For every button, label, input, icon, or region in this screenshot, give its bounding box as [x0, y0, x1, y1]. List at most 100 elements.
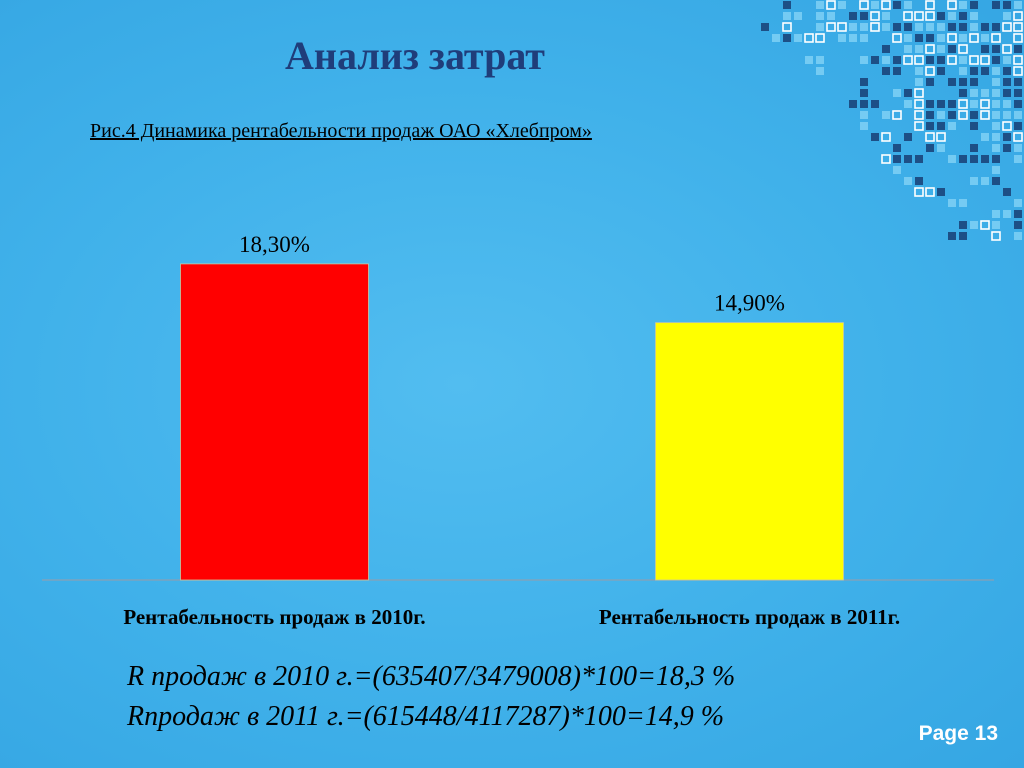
mosaic-tile: [925, 44, 935, 54]
mosaic-tile: [925, 11, 935, 21]
mosaic-tile: [970, 78, 978, 86]
mosaic-tile: [871, 56, 879, 64]
mosaic-tile: [992, 67, 1000, 75]
mosaic-tile: [914, 121, 924, 131]
mosaic-tile: [937, 188, 945, 196]
mosaic-tile: [937, 12, 945, 20]
mosaic-tile: [948, 111, 956, 119]
mosaic-tile: [937, 67, 945, 75]
mosaic-tile: [860, 122, 868, 130]
mosaic-tile: [1014, 89, 1022, 97]
mosaic-tile: [871, 1, 879, 9]
mosaic-tile: [915, 177, 923, 185]
mosaic-tile: [837, 22, 847, 32]
mosaic-tile: [915, 155, 923, 163]
mosaic-tile: [959, 23, 967, 31]
mosaic-tile: [969, 33, 979, 43]
mosaic-tile: [903, 55, 913, 65]
mosaic-tile: [893, 144, 901, 152]
mosaic-tile: [981, 155, 989, 163]
mosaic-tile: [937, 23, 945, 31]
mosaic-tile: [992, 177, 1000, 185]
mosaic-tile: [958, 99, 968, 109]
mosaic-tile: [925, 66, 935, 76]
mosaic-tile: [970, 100, 978, 108]
mosaic-tile: [959, 221, 967, 229]
mosaic-tile: [970, 111, 978, 119]
mosaic-tile: [948, 232, 956, 240]
mosaic-tile: [904, 133, 912, 141]
mosaic-tile: [958, 110, 968, 120]
mosaic-tile: [1002, 22, 1012, 32]
mosaic-tile: [980, 99, 990, 109]
mosaic-tile: [1003, 67, 1011, 75]
mosaic-tile: [904, 89, 912, 97]
mosaic-tile: [926, 56, 934, 64]
mosaic-tile: [881, 154, 891, 164]
mosaic-tile: [925, 0, 935, 10]
mosaic-tile: [893, 56, 901, 64]
mosaic-tile: [816, 67, 824, 75]
mosaic-tile: [991, 33, 1001, 43]
mosaic-tile: [992, 210, 1000, 218]
mosaic-tile: [860, 34, 868, 42]
mosaic-tile: [1013, 33, 1023, 43]
mosaic-tile: [893, 155, 901, 163]
mosaic-tile: [992, 133, 1000, 141]
mosaic-tile: [970, 177, 978, 185]
mosaic-tile: [815, 33, 825, 43]
slide-title: Анализ затрат: [285, 33, 545, 78]
mosaic-tile: [893, 89, 901, 97]
mosaic-tile: [992, 100, 1000, 108]
mosaic-tile: [914, 99, 924, 109]
mosaic-tile: [926, 100, 934, 108]
bar-chart: 18,30% Рентабельность продаж в 2010г. 14,9…: [42, 232, 994, 629]
mosaic-tile: [1002, 121, 1012, 131]
mosaic-tile: [805, 56, 813, 64]
mosaic-tile: [970, 122, 978, 130]
mosaic-tile: [794, 34, 802, 42]
mosaic-tile: [1014, 78, 1022, 86]
mosaic-tile: [849, 100, 857, 108]
mosaic-tile: [937, 111, 945, 119]
pixel-mosaic-decoration: [761, 0, 1023, 241]
mosaic-tile: [914, 187, 924, 197]
mosaic-tile: [1014, 155, 1022, 163]
mosaic-tile: [969, 55, 979, 65]
mosaic-tile: [1003, 188, 1011, 196]
mosaic-tile: [783, 34, 791, 42]
mosaic-tile: [992, 78, 1000, 86]
mosaic-tile: [783, 1, 791, 9]
bar-2: [655, 322, 844, 581]
mosaic-tile: [970, 144, 978, 152]
mosaic-tile: [959, 1, 967, 9]
mosaic-tile: [772, 34, 780, 42]
formula-2011: Rпродаж в 2011 г.=(615448/4117287)*100=1…: [127, 701, 725, 732]
mosaic-tile: [981, 177, 989, 185]
mosaic-tile: [981, 133, 989, 141]
chart-caption: Рис.4 Динамика рентабельности продаж ОАО…: [90, 120, 592, 142]
mosaic-tile: [959, 155, 967, 163]
mosaic-tile: [970, 89, 978, 97]
mosaic-tile: [893, 1, 901, 9]
mosaic-tile: [936, 132, 946, 142]
mosaic-tile: [1014, 122, 1022, 130]
mosaic-tile: [991, 231, 1001, 241]
mosaic-tile: [816, 1, 824, 9]
mosaic-tile: [871, 100, 879, 108]
mosaic-tile: [782, 22, 792, 32]
mosaic-tile: [882, 23, 890, 31]
mosaic-tile: [893, 67, 901, 75]
mosaic-tile: [1003, 1, 1011, 9]
mosaic-tile: [981, 67, 989, 75]
mosaic-tile: [838, 34, 846, 42]
mosaic-tile: [948, 78, 956, 86]
mosaic-tile: [948, 45, 956, 53]
mosaic-tile: [871, 133, 879, 141]
mosaic-tile: [915, 67, 923, 75]
mosaic-tile: [860, 56, 868, 64]
mosaic-tile: [959, 89, 967, 97]
mosaic-tile: [1003, 100, 1011, 108]
mosaic-tile: [838, 1, 846, 9]
mosaic-tile: [827, 12, 835, 20]
